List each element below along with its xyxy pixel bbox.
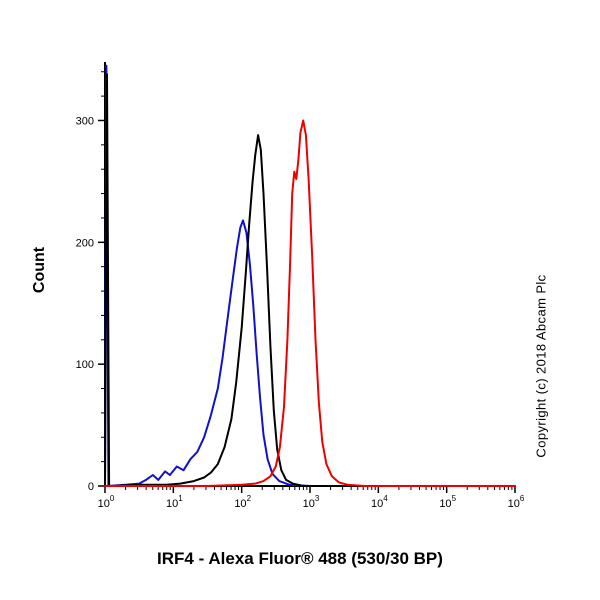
y-tick-label: 200: [76, 237, 94, 249]
y-tick-label: 300: [76, 115, 94, 127]
curve-anti-IRF4-red: [104, 119, 516, 487]
y-tick-label: 100: [76, 359, 94, 371]
x-tick-label: 106: [508, 494, 525, 510]
copyright-text: Copyright (c) 2018 Abcam Plc: [533, 274, 549, 458]
x-tick-label: 104: [371, 494, 388, 510]
x-tick-label: 101: [166, 494, 183, 510]
curve-control-black: [104, 73, 516, 487]
x-tick-label: 103: [303, 494, 320, 510]
x-axis-title: IRF4 - Alexa Fluor® 488 (530/30 BP): [157, 549, 443, 568]
x-tick-label: 105: [439, 494, 456, 510]
curve-control-blue: [104, 64, 516, 487]
y-tick-label: 0: [88, 481, 94, 493]
y-axis-label: Count: [31, 246, 48, 294]
x-tick-label: 100: [98, 494, 115, 510]
x-tick-label: 102: [234, 494, 251, 510]
